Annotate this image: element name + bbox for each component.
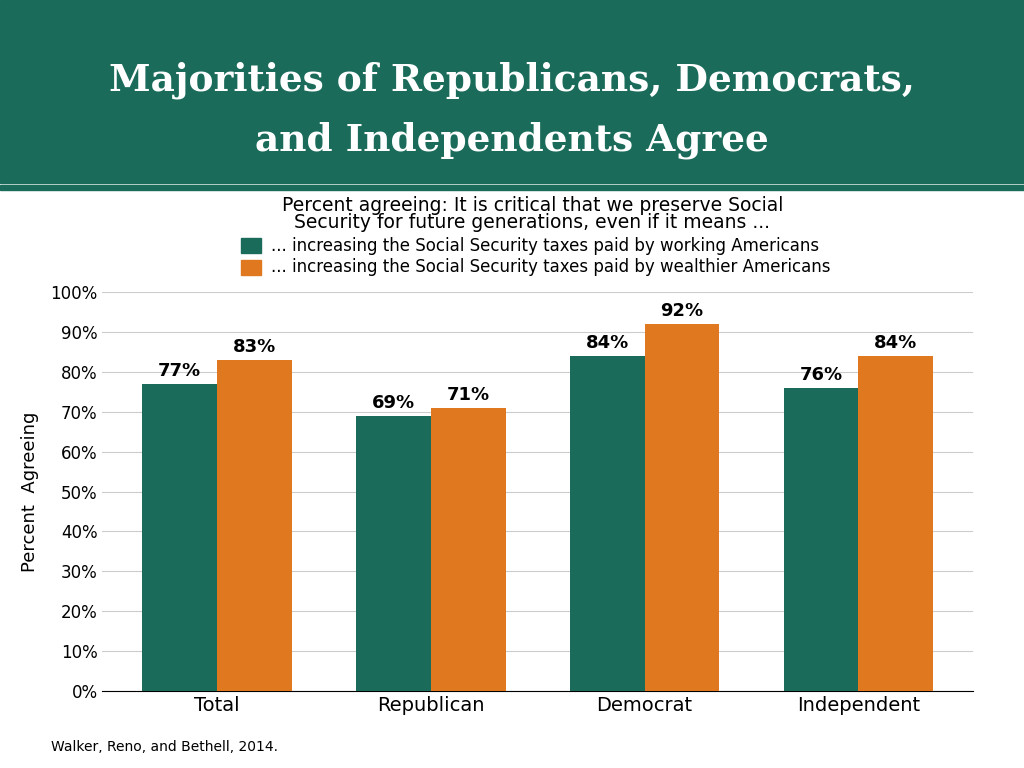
Bar [355, 415, 431, 691]
Text: Percent agreeing: It is critical that we preserve Social: Percent agreeing: It is critical that we… [282, 196, 783, 214]
Text: 77%: 77% [158, 362, 201, 379]
Text: 76%: 76% [800, 366, 843, 384]
Text: and Independents Agree: and Independents Agree [255, 122, 769, 159]
Text: 83%: 83% [232, 338, 275, 356]
Bar [217, 359, 292, 691]
Text: Walker, Reno, and Bethell, 2014.: Walker, Reno, and Bethell, 2014. [51, 740, 279, 754]
Text: 69%: 69% [372, 394, 415, 412]
Bar [644, 324, 720, 691]
Text: ... increasing the Social Security taxes paid by wealthier Americans: ... increasing the Social Security taxes… [271, 258, 830, 276]
Bar [142, 384, 217, 691]
Bar [431, 408, 506, 691]
Text: 84%: 84% [586, 334, 629, 352]
Text: Security for future generations, even if it means ...: Security for future generations, even if… [295, 214, 770, 232]
Text: 92%: 92% [660, 302, 703, 319]
Bar [858, 356, 933, 691]
Text: 84%: 84% [874, 334, 918, 352]
Y-axis label: Percent  Agreeing: Percent Agreeing [22, 412, 39, 571]
Text: 71%: 71% [446, 386, 489, 404]
Text: Majorities of Republicans, Democrats,: Majorities of Republicans, Democrats, [110, 62, 914, 99]
Bar [569, 356, 644, 691]
Text: ... increasing the Social Security taxes paid by working Americans: ... increasing the Social Security taxes… [271, 237, 819, 255]
Bar [783, 388, 858, 691]
